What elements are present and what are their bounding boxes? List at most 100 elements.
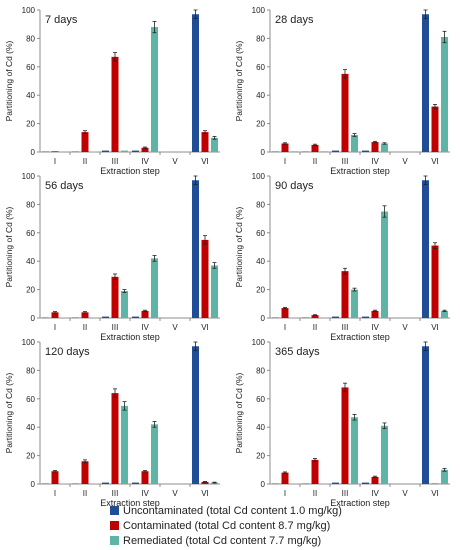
y-tick-label: 100 [252, 338, 266, 347]
legend-swatch-contaminated [110, 521, 119, 530]
bar-contaminated [201, 481, 209, 484]
bar-uncontaminated [332, 316, 339, 318]
bar-remediated [351, 417, 358, 484]
x-tick-label: III [112, 323, 119, 332]
y-tick-label: 100 [252, 6, 266, 15]
y-tick-label: 80 [26, 366, 35, 375]
bar-uncontaminated [192, 14, 199, 153]
bar-contaminated [371, 142, 379, 152]
bar-remediated [351, 289, 358, 318]
bar-remediated [441, 469, 448, 484]
x-tick-label: III [342, 323, 349, 332]
bar-uncontaminated [332, 482, 339, 484]
bar-contaminated [141, 471, 149, 484]
y-tick-label: 0 [261, 314, 266, 323]
y-tick-label: 80 [256, 366, 265, 375]
x-axis-title: Extraction step [100, 166, 160, 176]
bar-contaminated [311, 144, 319, 152]
y-tick-label: 40 [256, 423, 265, 432]
x-tick-label: V [402, 489, 408, 498]
x-tick-label: II [313, 489, 317, 498]
x-axis-title: Extraction step [330, 166, 390, 176]
bar-remediated [121, 150, 128, 152]
y-tick-label: 20 [256, 452, 265, 461]
bar-contaminated [201, 239, 209, 318]
x-tick-label: II [83, 323, 87, 332]
x-axis-title: Extraction step [100, 332, 160, 342]
bar-contaminated [371, 476, 379, 484]
y-axis-title: Partitioning of Cd (%) [234, 206, 244, 287]
bar-contaminated [311, 315, 319, 318]
bar-contaminated [51, 471, 59, 484]
x-tick-label: V [172, 323, 178, 332]
panel-title: 120 days [45, 346, 90, 358]
y-tick-label: 40 [26, 257, 35, 266]
y-tick-label: 20 [256, 120, 265, 129]
bar-uncontaminated [422, 180, 429, 318]
bar-remediated [441, 36, 448, 153]
bar-remediated [381, 211, 388, 318]
bar-uncontaminated [362, 316, 369, 318]
x-tick-label: IV [141, 489, 149, 498]
x-tick-label: III [112, 157, 119, 166]
bar-uncontaminated [192, 346, 199, 484]
y-axis-title: Partitioning of Cd (%) [4, 206, 14, 287]
panel-title: 90 days [275, 180, 314, 192]
panel-title: 365 days [275, 346, 320, 358]
bar-remediated [211, 137, 218, 152]
bar-contaminated [111, 276, 119, 318]
x-tick-label: IV [371, 489, 379, 498]
bar-remediated [151, 424, 158, 484]
legend-swatch-remediated [110, 536, 119, 545]
bar-remediated [441, 310, 448, 318]
x-tick-label: IV [371, 157, 379, 166]
x-axis-title: Extraction step [100, 498, 160, 508]
y-tick-label: 60 [256, 229, 265, 238]
bar-uncontaminated [132, 150, 139, 152]
bar-uncontaminated [102, 482, 109, 484]
bar-remediated [151, 27, 158, 152]
bar-uncontaminated [362, 150, 369, 152]
x-tick-label: I [284, 323, 286, 332]
bar-uncontaminated [362, 482, 369, 484]
y-tick-label: 20 [26, 120, 35, 129]
bar-contaminated [81, 461, 89, 484]
bar-contaminated [141, 147, 149, 152]
y-tick-label: 40 [256, 91, 265, 100]
bar-remediated [291, 151, 298, 152]
y-tick-label: 20 [26, 286, 35, 295]
bar-contaminated [371, 310, 379, 318]
x-tick-label: V [402, 323, 408, 332]
x-tick-label: III [342, 489, 349, 498]
bar-contaminated [281, 308, 289, 318]
legend-item-remediated: Remediated (total Cd content 7.7 mg/kg) [110, 533, 450, 548]
x-tick-label: II [83, 489, 87, 498]
x-tick-label: II [313, 157, 317, 166]
x-tick-label: VI [431, 157, 439, 166]
bar-remediated [351, 134, 358, 152]
bar-remediated [121, 291, 128, 318]
bar-contaminated [111, 56, 119, 152]
bar-contaminated [431, 245, 439, 318]
y-tick-label: 0 [31, 314, 36, 323]
legend-item-uncontaminated: Uncontaminated (total Cd content 1.0 mg/… [110, 503, 450, 518]
bar-uncontaminated [192, 180, 199, 318]
y-tick-label: 40 [26, 423, 35, 432]
bar-remediated [211, 265, 218, 318]
x-tick-label: VI [431, 323, 439, 332]
y-tick-label: 20 [26, 452, 35, 461]
bar-contaminated [341, 387, 349, 484]
y-tick-label: 80 [256, 34, 265, 43]
legend-label-remediated: Remediated (total Cd content 7.7 mg/kg) [123, 534, 322, 547]
bar-uncontaminated [332, 150, 339, 152]
bar-uncontaminated [132, 316, 139, 318]
bar-uncontaminated [422, 14, 429, 153]
x-axis-title: Extraction step [330, 498, 390, 508]
y-tick-label: 60 [256, 63, 265, 72]
bar-contaminated [341, 73, 349, 152]
bar-contaminated [51, 312, 59, 318]
x-tick-label: II [313, 323, 317, 332]
